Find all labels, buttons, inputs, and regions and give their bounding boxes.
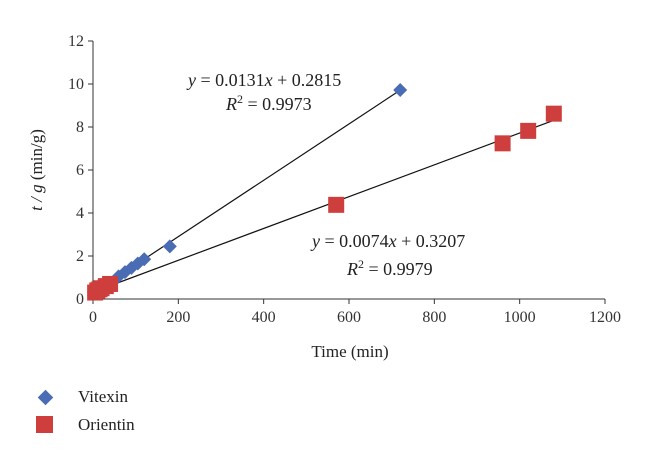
r2-vitexin-value: = 0.9973 [243,94,312,114]
y-axis-title: t / g (min/g) [27,129,46,211]
x-tick-label: 0 [89,309,97,326]
axes [88,40,606,304]
svg-text:y = 0.0074x + 0.3207: y = 0.0074x + 0.3207 [310,231,465,251]
y-tick-label: 6 [76,162,84,179]
point-orientin [328,196,345,213]
x-tick-label: 800 [422,309,446,326]
y-tick-label: 4 [76,205,84,222]
eq-vitexin-y: y [186,70,196,90]
y-tick-label: 12 [68,33,84,50]
x-tick-label: 1000 [504,309,536,326]
eq-vitexin-body: = 0.0131 [196,70,265,90]
point-vitexin [393,83,408,98]
eq-orientin-x: x [388,231,397,251]
y-tick-label: 0 [76,291,84,308]
legend: Vitexin Orientin [36,387,135,434]
x-axis-title: Time (min) [311,342,388,361]
y-tick-label: 8 [76,119,84,136]
r2-vitexin-r: R [225,94,237,114]
trendlines [92,89,555,294]
x-tick-label: 1200 [589,309,621,326]
y-axis-variable: t / g [27,184,46,210]
eq-vitexin-intercept: + 0.2815 [273,70,342,90]
r2-orientin-value: = 0.9979 [364,259,433,279]
point-orientin [520,122,537,139]
point-vitexin [162,239,177,254]
x-tick-label: 200 [166,309,190,326]
legend-label-vitexin: Vitexin [78,387,128,406]
legend-marker-vitexin [37,389,54,406]
r2-orientin-r: R [346,259,358,279]
data-points [87,83,562,301]
x-tick-label: 400 [252,309,276,326]
point-orientin [494,135,511,152]
x-tick-label: 600 [337,309,361,326]
svg-text:y = 0.0131x + 0.2815: y = 0.0131x + 0.2815 [186,70,341,90]
eq-orientin-intercept: + 0.3207 [397,231,466,251]
point-orientin [545,105,562,122]
equation-orientin: y = 0.0074x + 0.3207 R2 = 0.9979 [310,231,465,279]
tick-labels: 0 2 4 6 8 10 12 0 200 400 600 800 1000 1200 [68,33,621,326]
y-axis-unit: (min/g) [27,129,46,184]
r2-orientin-sup: 2 [358,257,364,271]
legend-marker-orientin [36,416,53,433]
eq-vitexin-x: x [264,70,273,90]
r2-vitexin-sup: 2 [237,92,243,106]
eq-orientin-body: = 0.0074 [320,231,389,251]
y-tick-label: 2 [76,248,84,265]
legend-label-orientin: Orientin [78,415,135,434]
svg-text:R2 = 0.9979: R2 = 0.9979 [346,257,433,279]
point-orientin [102,275,119,292]
point-vitexin [137,252,152,267]
y-tick-label: 10 [68,76,84,93]
equation-vitexin: y = 0.0131x + 0.2815 R2 = 0.9973 [186,70,341,114]
eq-orientin-y: y [310,231,320,251]
svg-text:R2 = 0.9973: R2 = 0.9973 [225,92,312,114]
trendline-orientin [92,119,555,293]
